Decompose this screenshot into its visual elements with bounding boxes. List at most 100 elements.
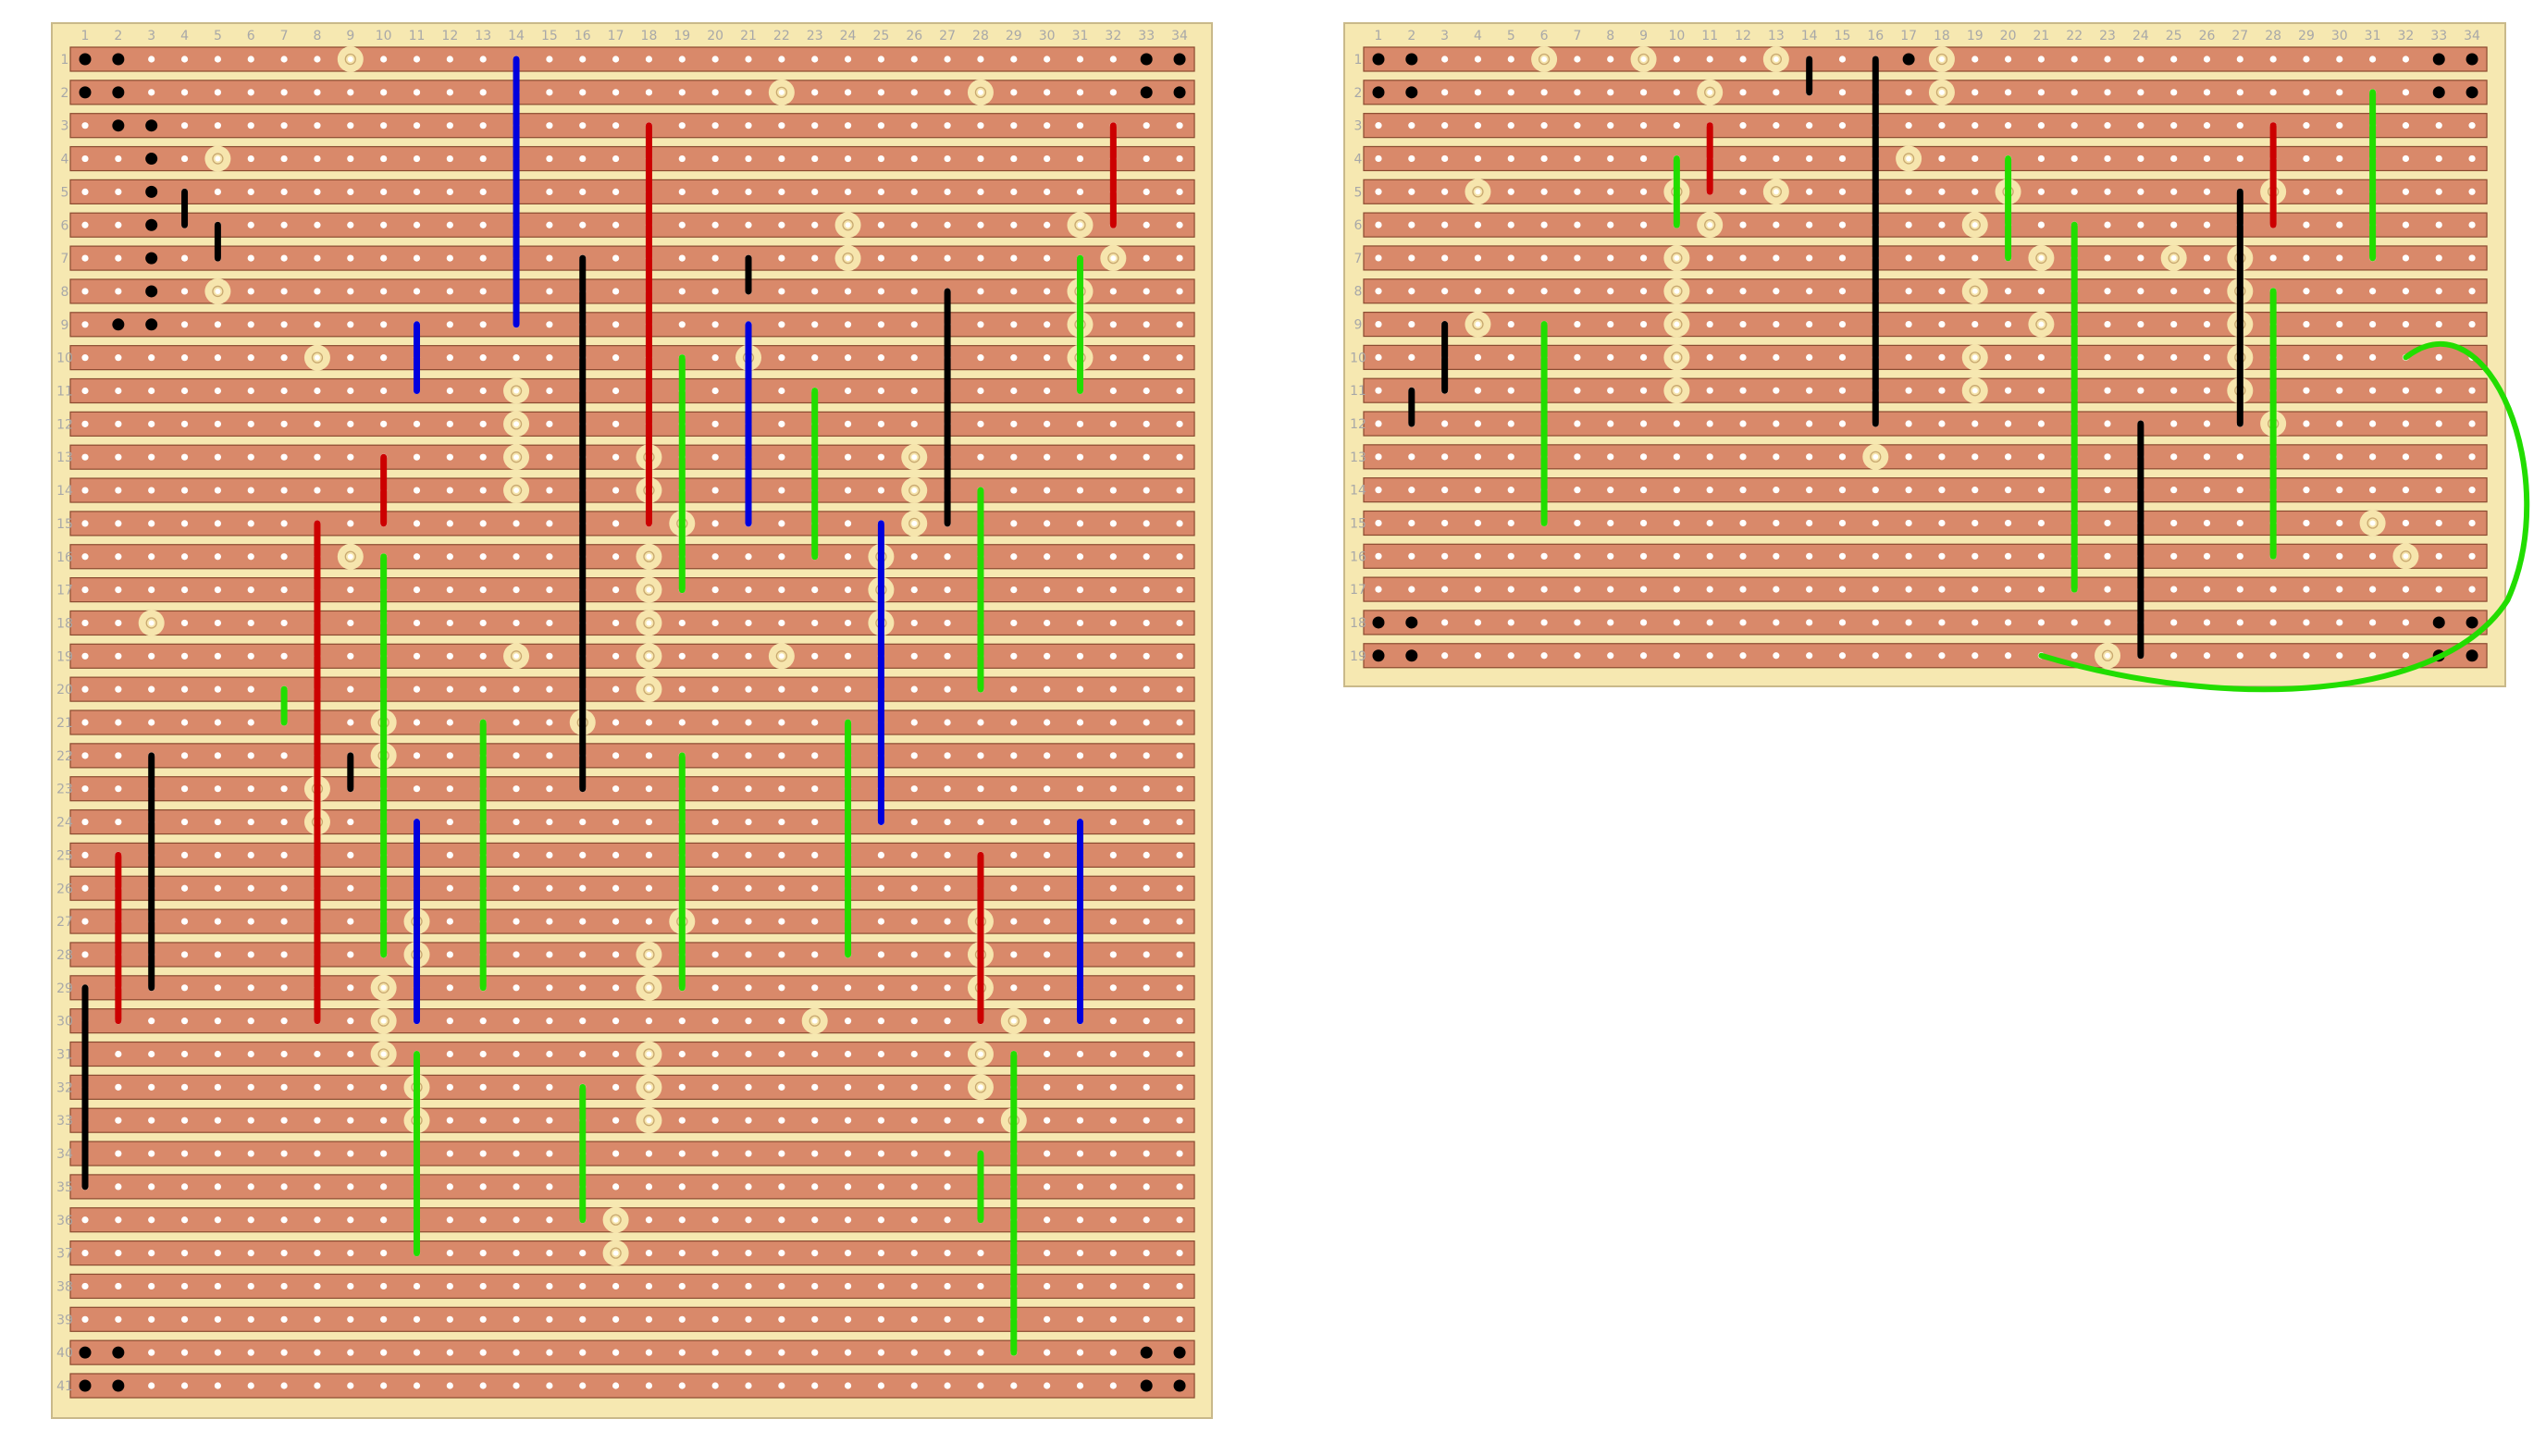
hole	[546, 321, 553, 328]
hole	[877, 321, 885, 328]
track-cut	[1961, 377, 1988, 404]
hole	[877, 851, 885, 859]
hole	[314, 1315, 321, 1323]
hole	[180, 851, 189, 859]
hole	[513, 1349, 520, 1356]
hole	[180, 487, 189, 494]
hole	[811, 951, 819, 958]
hole	[148, 354, 155, 362]
hole	[877, 1282, 885, 1290]
hole	[1773, 619, 1780, 626]
column-label: 12	[1735, 29, 1751, 43]
hole	[2435, 552, 2442, 560]
column-label: 32	[1105, 29, 1121, 43]
hole	[844, 487, 852, 494]
hole	[2435, 353, 2442, 361]
hole	[778, 851, 785, 859]
hole	[413, 122, 421, 130]
hole	[1574, 288, 1581, 295]
pin	[1405, 616, 1418, 629]
hole	[1838, 420, 1847, 427]
hole	[977, 1382, 984, 1389]
hole	[1044, 154, 1051, 163]
hole	[1408, 487, 1415, 494]
column-label: 19	[674, 29, 690, 43]
hole	[877, 1382, 885, 1389]
hole	[347, 1018, 354, 1025]
hole	[910, 851, 918, 859]
hole	[1872, 519, 1879, 527]
row-label: 2	[1354, 86, 1363, 101]
hole	[513, 752, 520, 759]
hole	[1938, 586, 1946, 593]
hole	[280, 188, 288, 195]
hole	[2104, 288, 2111, 295]
hole	[778, 520, 785, 527]
hole	[513, 1216, 520, 1224]
hole	[2303, 519, 2310, 527]
hole	[877, 1183, 885, 1191]
hole	[1375, 420, 1382, 427]
row-label: 31	[56, 1048, 73, 1063]
hole	[1010, 685, 1018, 693]
hole	[214, 321, 221, 328]
hole	[546, 851, 553, 859]
hole	[1607, 420, 1614, 427]
hole	[944, 1315, 951, 1323]
hole	[1607, 652, 1614, 660]
hole	[214, 1117, 221, 1124]
track-cut	[1762, 46, 1789, 72]
hole	[280, 586, 288, 594]
hole	[148, 1282, 155, 1290]
hole	[811, 122, 819, 130]
hole	[745, 188, 752, 195]
hole	[1044, 453, 1051, 461]
hole	[1375, 254, 1382, 262]
hole	[977, 221, 984, 228]
hole	[546, 752, 553, 759]
stripboard-left: 1 2 3 4 5 6 7 8 9 10 11 12 13 14 15 16 17 18 19 20 21 22 23 24 2…	[51, 22, 1213, 1419]
hole	[2303, 122, 2310, 130]
pin	[79, 1379, 92, 1392]
hole	[1905, 552, 1912, 560]
hole	[778, 1250, 785, 1257]
hole	[446, 918, 453, 925]
track-cut	[636, 610, 662, 636]
hole	[877, 254, 885, 262]
hole	[1176, 1250, 1183, 1257]
hole	[977, 1250, 984, 1257]
hole	[811, 818, 819, 826]
copper-strip	[1363, 245, 2488, 271]
hole	[314, 1282, 321, 1290]
hole	[247, 619, 254, 627]
hole	[1176, 321, 1183, 328]
hole	[479, 453, 487, 461]
hole	[711, 951, 719, 958]
hole	[1540, 154, 1548, 163]
hole	[1375, 552, 1382, 560]
hole	[910, 1018, 918, 1025]
hole	[115, 154, 122, 163]
column-label: 17	[1900, 29, 1917, 43]
hole	[2037, 353, 2045, 361]
hole	[1076, 652, 1084, 660]
hole	[745, 586, 752, 594]
hole	[1838, 320, 1847, 328]
hole	[280, 254, 288, 262]
hole	[1109, 785, 1117, 793]
hole	[2037, 519, 2045, 527]
hole	[2303, 420, 2310, 427]
hole	[347, 1183, 354, 1191]
hole	[1441, 652, 1449, 660]
copper-strip	[69, 908, 1195, 934]
row-label: 33	[56, 1114, 73, 1129]
hole	[977, 154, 984, 163]
hole	[1806, 254, 1813, 262]
copper-strip	[1363, 477, 2488, 503]
hole	[479, 288, 487, 295]
hole	[1044, 1018, 1051, 1025]
column-label: 31	[2365, 29, 2381, 43]
hole	[811, 586, 819, 594]
hole	[612, 818, 620, 826]
hole	[280, 1083, 288, 1091]
